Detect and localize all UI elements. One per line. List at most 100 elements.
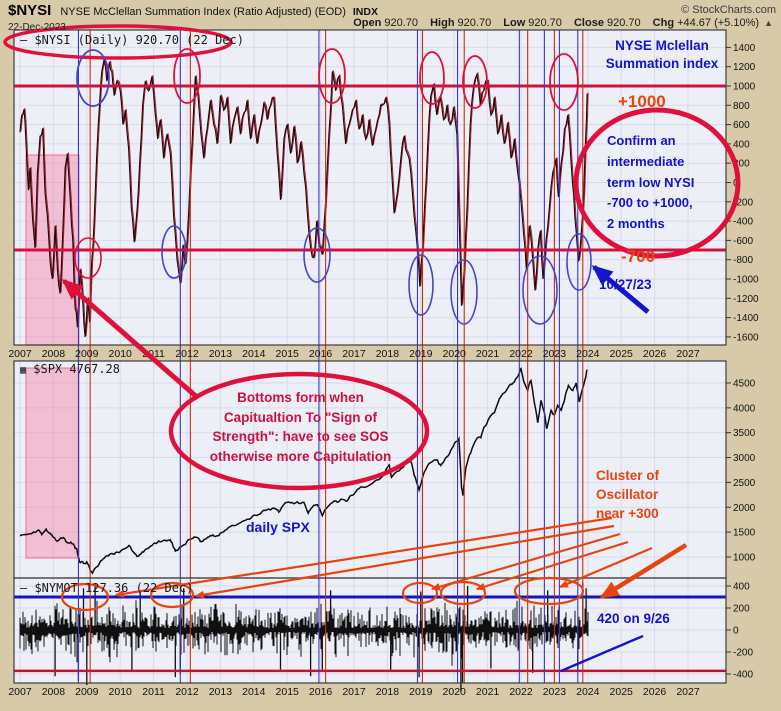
nymot-ytick-label: -200 <box>733 648 753 659</box>
arrow-annotation <box>194 524 615 599</box>
copyright: © StockCharts.com <box>681 4 776 16</box>
nysi-ytick-label: -200 <box>733 197 753 208</box>
x-year-label: 2015 <box>276 686 300 698</box>
x-year-label: 2008 <box>42 686 66 698</box>
x-year-label: 2023 <box>543 686 567 698</box>
x-year-label: 2020 <box>443 348 467 360</box>
x-year-label: 2014 <box>242 686 266 698</box>
x-year-label: 2026 <box>643 686 667 698</box>
spx-panel <box>14 361 726 578</box>
x-year-label: 2021 <box>476 348 500 360</box>
blue-circle-annotation <box>161 225 187 279</box>
red-circle-annotation <box>168 371 430 491</box>
chg-value: +44.67 (+5.10%) <box>677 17 760 29</box>
x-year-label: 2018 <box>376 348 400 360</box>
trendline-annotation <box>560 634 644 673</box>
x-year-label: 2007 <box>8 686 32 698</box>
blue-circle-annotation <box>408 254 434 316</box>
x-year-label: 2019 <box>409 348 433 360</box>
spx-ytick-label: 3500 <box>733 428 756 439</box>
x-year-label: 2025 <box>610 686 634 698</box>
blue-circle-annotation <box>450 259 478 325</box>
arrow-annotation <box>430 532 621 591</box>
spx-ytick-label: 2500 <box>733 478 756 489</box>
arrow-annotation <box>591 265 650 314</box>
annotation-cluster: Cluster of Oscillator near +300 <box>596 468 660 521</box>
header-row2: 22-Dec-2023 Open 920.70 High 920.70 Low 920… <box>8 17 776 33</box>
nymot-line-swatch: — <box>20 581 28 595</box>
nysi-ytick-label: -1200 <box>733 294 759 305</box>
nysi-ytick-label: -1000 <box>733 275 759 286</box>
close-value: 920.70 <box>606 17 641 29</box>
close-label: Close <box>573 17 604 29</box>
nysi-legend: — $NYSI (Daily) 920.70 (22 Dec) <box>20 33 244 47</box>
x-year-label: 2024 <box>576 348 600 360</box>
x-year-label: 2018 <box>376 686 400 698</box>
change-up-icon: ▲ <box>764 18 773 28</box>
x-year-label: 2010 <box>109 686 133 698</box>
x-year-label: 2024 <box>576 686 600 698</box>
x-year-label: 2025 <box>610 348 634 360</box>
arrow-annotation <box>114 516 613 598</box>
x-year-label: 2022 <box>509 348 533 360</box>
blue-circle-annotation <box>522 255 558 325</box>
x-year-label: 2009 <box>75 348 99 360</box>
chart-date: 22-Dec-2023 <box>8 22 66 33</box>
exchange-tag: INDX <box>352 6 378 18</box>
blue-circle-annotation <box>566 233 592 291</box>
red-circle-annotation <box>3 24 233 60</box>
nysi-panel-border <box>13 29 727 346</box>
annotation-date-10-27-23: 10/27/23 <box>599 277 652 292</box>
chg-label: Chg <box>652 17 675 29</box>
x-year-label: 2013 <box>209 686 233 698</box>
nymot-ytick-label: 200 <box>733 604 750 615</box>
nysi-ytick-label: 600 <box>733 120 750 131</box>
x-year-label: 2012 <box>175 686 199 698</box>
x-year-label: 2026 <box>643 348 667 360</box>
orange-circle-annotation <box>513 576 585 606</box>
arrow-annotation <box>558 546 653 589</box>
blue-circle-annotation <box>76 49 110 107</box>
open-value: 920.70 <box>384 17 419 29</box>
nysi-ytick-label: -1400 <box>733 313 759 324</box>
x-year-label: 2008 <box>42 348 66 360</box>
annotation-confirm-low: Confirm an intermediate term low NYSI -7… <box>607 133 695 232</box>
high-value: 920.70 <box>457 17 492 29</box>
spx-ytick-label: 3000 <box>733 453 756 464</box>
x-year-label: 2007 <box>8 348 32 360</box>
spx-ytick-label: 4000 <box>733 403 756 414</box>
nysi-series <box>19 58 588 337</box>
nysi-panel <box>14 30 726 345</box>
x-year-label: 2016 <box>309 348 333 360</box>
nysi-ytick-label: -1600 <box>733 332 759 343</box>
nysi-line-swatch: — <box>20 33 28 47</box>
capitulation-highlight <box>25 367 80 559</box>
nysi-ytick-label: 1200 <box>733 62 756 73</box>
annotation-minus700: -700 <box>621 247 656 266</box>
x-year-label: 2009 <box>75 686 99 698</box>
spx-ytick-label: 4500 <box>733 379 756 390</box>
nymot-legend-text: $NYMOT 127.36 (22 Dec) <box>27 581 194 595</box>
annotation-plus1000: +1000 <box>618 92 666 111</box>
symbol-title: NYSE McClellan Summation Index (Ratio Ad… <box>60 6 346 18</box>
annotation-daily-spx: daily SPX <box>246 519 310 535</box>
red-circle-annotation <box>318 48 346 104</box>
nysi-ytick-label: 1000 <box>733 82 756 93</box>
low-label: Low <box>503 17 526 29</box>
nysi-ytick-label: -400 <box>733 217 753 228</box>
high-label: High <box>430 17 455 29</box>
red-circle-annotation <box>462 55 488 109</box>
x-year-label: 2014 <box>242 348 266 360</box>
arrow-annotation <box>475 540 629 591</box>
spx-legend: ▦ $SPX 4767.28 <box>20 362 120 376</box>
nysi-ytick-label: -600 <box>733 236 753 247</box>
red-circle-annotation <box>549 53 579 111</box>
nysi-ytick-label: -800 <box>733 255 753 266</box>
orange-circle-annotation <box>439 580 487 606</box>
red-circle-annotation <box>173 48 201 104</box>
spx-ytick-label: 2000 <box>733 503 756 514</box>
spx-ytick-label: 1500 <box>733 528 756 539</box>
spx-legend-text: $SPX 4767.28 <box>26 362 120 376</box>
blue-circle-annotation <box>303 227 331 283</box>
x-year-label: 2013 <box>209 348 233 360</box>
